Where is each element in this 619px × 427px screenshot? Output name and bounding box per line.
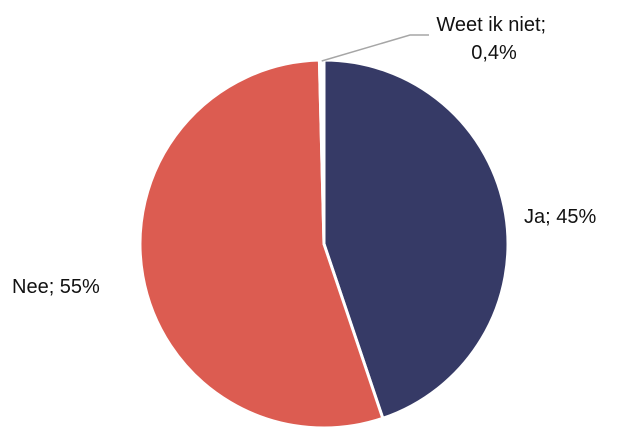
leader-lines <box>321 34 429 62</box>
slice-labels: Ja; 45% Nee; 55% Weet ik niet; 0,4% <box>12 14 596 298</box>
slice-label-ja: Ja; 45% <box>524 206 596 228</box>
slice-label-nee-line-1: Nee; 55% <box>12 276 100 298</box>
leader-line-weet-ik-niet <box>321 34 429 62</box>
slice-label-ja-line-1: Ja; 45% <box>524 206 596 228</box>
pie-slice-1 <box>138 58 385 427</box>
pie-slices <box>138 58 510 427</box>
slice-label-nee: Nee; 55% <box>12 276 100 298</box>
slice-label-weet-ik-niet-line-1: Weet ik niet; <box>436 14 546 36</box>
slice-label-weet-ik-niet: Weet ik niet; 0,4% <box>436 14 551 64</box>
slice-label-weet-ik-niet-line-2: 0,4% <box>471 42 517 64</box>
pie-slice-0 <box>322 58 510 420</box>
